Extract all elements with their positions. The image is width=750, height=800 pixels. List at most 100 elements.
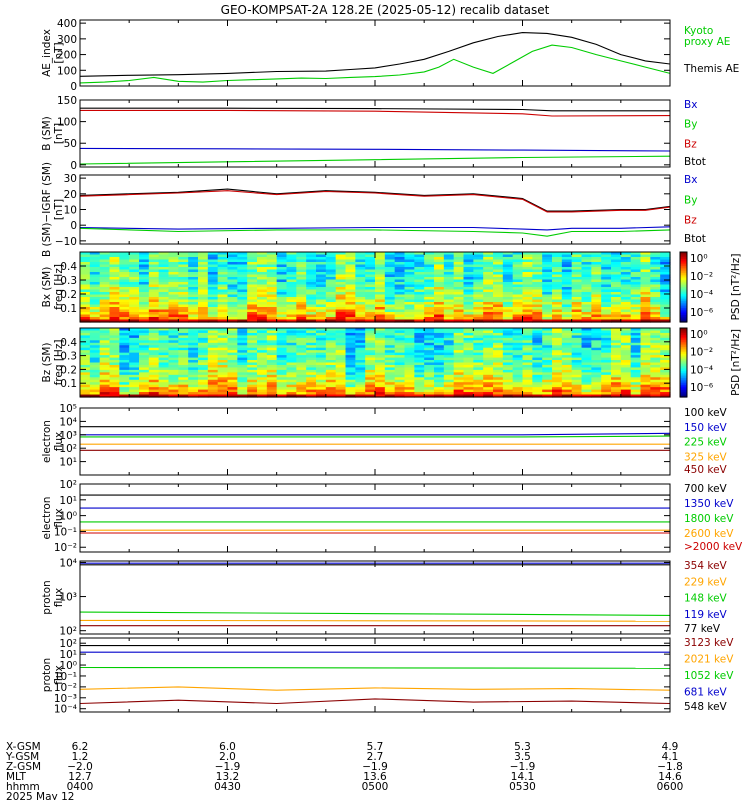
spectrogram-cell [443,264,455,268]
spectrogram-cell [80,332,91,336]
ephemeris-value: 2.7 [367,751,384,763]
spectrogram-cell [316,335,327,339]
spectrogram-cell [463,337,474,341]
spectrogram-cell [276,297,288,301]
spectrogram-cell [80,328,91,332]
spectrogram-cell [168,274,179,278]
spectrogram-cell [434,302,445,306]
spectrogram-cell [650,367,661,371]
spectrogram-cell [375,332,386,336]
spectrogram-cell [168,292,179,296]
spectrogram-cell [80,350,91,354]
spectrogram-cell [257,267,268,271]
spectrogram-cell [384,382,396,386]
spectrogram-cell [434,307,445,311]
spectrogram-cell [375,355,386,359]
spectrogram-cell [640,367,651,371]
spectrogram-cell [571,394,583,398]
spectrogram-cell [247,384,258,388]
spectrogram-cell [139,394,150,398]
spectrogram-cell [148,279,160,283]
ephemeris-value: 0430 [214,781,241,793]
spectrogram-cell [345,389,356,393]
colorbar-step [680,340,687,343]
spectrogram-cell [198,294,209,298]
spectrogram-cell [286,355,297,359]
spectrogram-cell [424,294,435,298]
spectrogram-cell [89,302,101,306]
spectrogram-cell [473,272,484,276]
series-line-2021-kev [79,686,671,691]
spectrogram-cell [443,347,455,351]
spectrogram-cell [434,369,445,373]
spectrogram-cell [453,384,465,388]
y-axis-label: [nT] [53,199,65,220]
spectrogram-cell [129,307,140,311]
spectrogram-cell [247,374,258,378]
spectrogram-cell [512,382,524,386]
spectrogram-cell [581,307,592,311]
spectrogram-cell [148,317,160,321]
spectrogram-cell [375,352,386,356]
spectrogram-cell [552,392,563,396]
spectrogram-cell [80,294,91,298]
spectrogram-cell [306,377,317,381]
spectrogram-cell [198,274,209,278]
spectrogram-cell [650,389,661,393]
spectrogram-cell [620,312,632,316]
spectrogram-cell [257,264,268,268]
spectrogram-cell [296,335,307,339]
spectrogram-cell [109,345,120,349]
spectrogram-cell [375,309,386,313]
spectrogram-cell [552,379,563,383]
spectrogram-cell [119,328,130,332]
spectrogram-cell [139,269,150,273]
spectrogram-cell [542,284,553,288]
spectrogram-cell [119,317,130,321]
spectrogram-cell [611,357,622,361]
spectrogram-cell [237,259,248,263]
spectrogram-cell [139,312,150,316]
spectrogram-cell [581,299,592,303]
spectrogram-cell [316,379,327,383]
spectrogram-cell [571,319,583,323]
y-tick-label: 10⁻¹ [54,526,77,538]
spectrogram-cell [119,377,130,381]
colorbar-step [680,269,687,272]
spectrogram-cell [640,312,651,316]
spectrogram-cell [227,267,238,271]
spectrogram-cell [227,350,238,354]
spectrogram-cell [119,287,130,291]
spectrogram-cell [502,330,514,334]
spectrogram-cell [502,284,514,288]
spectrogram-cell [394,307,406,311]
spectrogram-cell [453,254,465,258]
ephemeris-value: −1.9 [510,761,536,773]
spectrogram-cell [611,269,622,273]
spectrogram-cell [463,372,474,376]
spectrogram-cell [266,330,278,334]
spectrogram-cell [384,302,396,306]
spectrogram-cell [640,294,651,298]
spectrogram-cell [532,369,543,373]
spectrogram-cell [178,252,189,256]
spectrogram-cell [414,274,425,278]
spectrogram-cell [119,289,130,293]
spectrogram-cell [375,337,386,341]
spectrogram-cell [611,272,622,276]
spectrogram-cell [129,309,140,313]
spectrogram-cell [99,355,111,359]
spectrogram-cell [89,319,101,323]
spectrogram-cell [148,282,160,286]
spectrogram-cell [404,294,415,298]
spectrogram-cell [207,262,219,266]
spectrogram-cell [119,252,130,256]
spectrogram-cell [581,389,592,393]
spectrogram-cell [188,392,199,396]
spectrogram-cell [483,267,494,271]
spectrogram-cell [384,252,396,256]
spectrogram-cell [217,272,229,276]
spectrogram-cell [345,342,356,346]
